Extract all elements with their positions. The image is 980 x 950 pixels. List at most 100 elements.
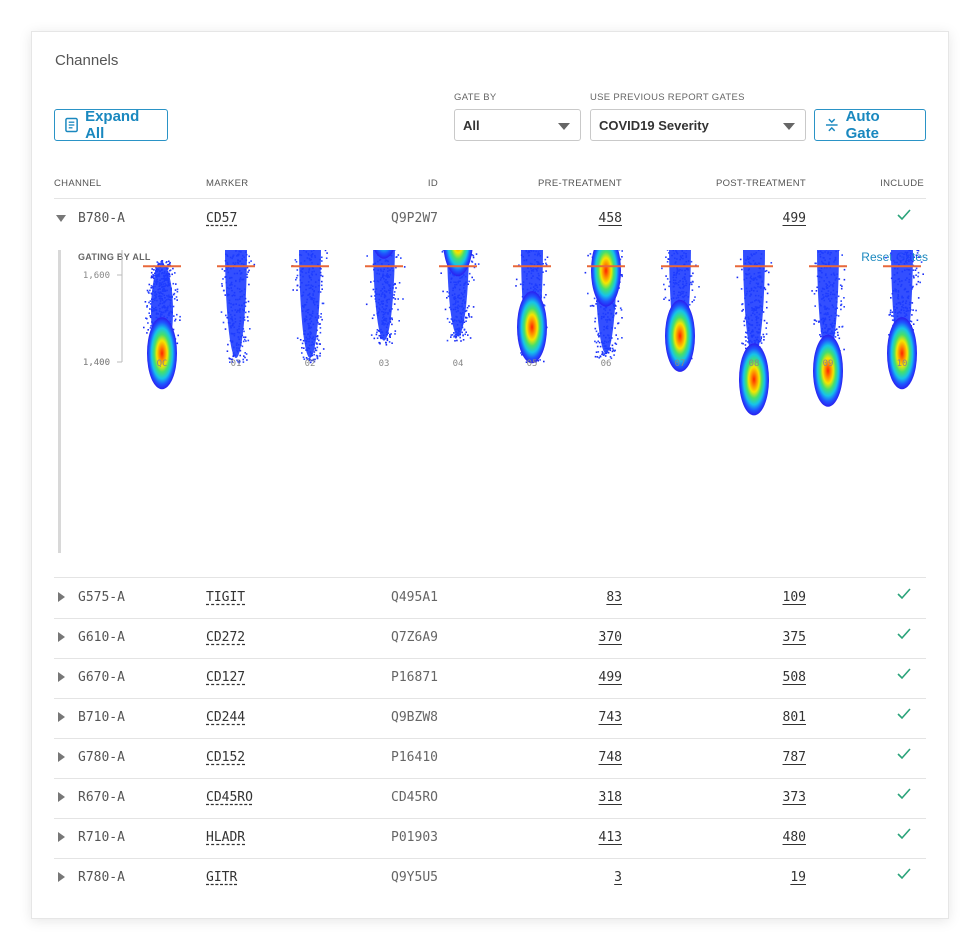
sample-population xyxy=(440,250,480,342)
previous-gates-value: COVID19 Severity xyxy=(599,117,709,133)
check-icon[interactable] xyxy=(897,209,911,221)
gate-by-select[interactable]: All xyxy=(454,109,581,141)
sample-label: 09 xyxy=(823,359,834,369)
pre-treatment-cell[interactable]: 413 xyxy=(598,830,622,845)
expand-icon[interactable] xyxy=(58,712,65,722)
channel-cell: G670-A xyxy=(78,670,125,685)
table-row[interactable]: G780-A CD152 P16410 748 787 xyxy=(54,738,926,778)
expand-icon[interactable] xyxy=(58,872,65,882)
sample-label: 06 xyxy=(601,359,612,369)
y-tick-label: 1,600 xyxy=(83,271,110,281)
post-treatment-cell[interactable]: 373 xyxy=(782,790,806,805)
sample-label: 04 xyxy=(453,359,464,369)
auto-gate-label: Auto Gate xyxy=(845,108,880,142)
document-icon xyxy=(65,117,78,133)
pre-treatment-cell[interactable]: 748 xyxy=(598,750,622,765)
table-row[interactable]: R780-A GITR Q9Y5U5 3 19 xyxy=(54,858,926,898)
previous-gates-select[interactable]: COVID19 Severity xyxy=(590,109,806,141)
check-icon[interactable] xyxy=(897,788,911,800)
check-icon[interactable] xyxy=(897,748,911,760)
pre-treatment-cell[interactable]: 499 xyxy=(598,670,622,685)
header-pre-treatment: PRE-TREATMENT xyxy=(538,178,622,189)
id-cell: P16871 xyxy=(391,670,438,685)
channel-cell: R670-A xyxy=(78,790,125,805)
expand-icon[interactable] xyxy=(58,672,65,682)
y-tick-label: 1,400 xyxy=(83,358,110,368)
check-icon[interactable] xyxy=(897,668,911,680)
marker-cell[interactable]: TIGIT xyxy=(206,590,246,605)
sample-population xyxy=(365,250,406,346)
sample-population xyxy=(661,250,700,372)
marker-cell[interactable]: GITR xyxy=(206,870,238,885)
pre-treatment-cell[interactable]: 370 xyxy=(598,630,622,645)
check-icon[interactable] xyxy=(897,588,911,600)
header-include: INCLUDE xyxy=(880,178,924,189)
expand-icon[interactable] xyxy=(58,792,65,802)
post-treatment-cell[interactable]: 480 xyxy=(782,830,806,845)
table-row[interactable]: B710-A CD244 Q9BZW8 743 801 xyxy=(54,698,926,738)
table-row[interactable]: G610-A CD272 Q7Z6A9 370 375 xyxy=(54,618,926,658)
expand-icon[interactable] xyxy=(58,832,65,842)
marker-cell[interactable]: CD244 xyxy=(206,710,246,725)
gate-by-value: All xyxy=(463,117,480,133)
marker-cell[interactable]: CD57 xyxy=(206,211,238,226)
channel-cell: G780-A xyxy=(78,750,125,765)
check-icon[interactable] xyxy=(897,708,911,720)
id-cell: Q9Y5U5 xyxy=(391,870,438,885)
post-treatment-cell[interactable]: 499 xyxy=(782,211,806,226)
header-channel: CHANNEL xyxy=(54,178,102,189)
channel-cell: G610-A xyxy=(78,630,125,645)
post-treatment-cell[interactable]: 801 xyxy=(782,710,806,725)
id-cell: CD45RO xyxy=(391,790,438,805)
collapse-icon[interactable] xyxy=(56,215,66,222)
channel-cell: G575-A xyxy=(78,590,125,605)
sample-label: QC xyxy=(157,359,168,369)
auto-gate-button[interactable]: Auto Gate xyxy=(814,108,926,142)
sample-population xyxy=(143,260,181,390)
check-icon[interactable] xyxy=(897,628,911,640)
pre-treatment-cell[interactable]: 83 xyxy=(606,590,622,605)
header-id: ID xyxy=(427,178,438,189)
post-treatment-cell[interactable]: 109 xyxy=(782,590,806,605)
expand-icon[interactable] xyxy=(58,752,65,762)
check-icon[interactable] xyxy=(897,828,911,840)
expand-all-button[interactable]: Expand All xyxy=(54,108,168,142)
expand-icon[interactable] xyxy=(58,632,65,642)
id-cell: P01903 xyxy=(391,830,438,845)
gating-plot[interactable]: 2,0001,8001,6001,4001,4001550QC155001155… xyxy=(58,250,928,555)
pre-treatment-cell[interactable]: 743 xyxy=(598,710,622,725)
id-cell: Q495A1 xyxy=(391,590,438,605)
expand-icon[interactable] xyxy=(58,592,65,602)
pre-treatment-cell[interactable]: 318 xyxy=(598,790,622,805)
sample-population xyxy=(584,250,623,360)
id-cell: Q7Z6A9 xyxy=(391,630,438,645)
header-marker: MARKER xyxy=(206,178,249,189)
id-cell: Q9P2W7 xyxy=(391,211,438,226)
marker-cell[interactable]: CD152 xyxy=(206,750,246,765)
post-treatment-cell[interactable]: 508 xyxy=(782,670,806,685)
post-treatment-cell[interactable]: 787 xyxy=(782,750,806,765)
check-icon[interactable] xyxy=(897,868,911,880)
post-treatment-cell[interactable]: 375 xyxy=(782,630,806,645)
marker-cell[interactable]: CD127 xyxy=(206,670,246,685)
sample-label: 08 xyxy=(749,359,760,369)
marker-cell[interactable]: CD272 xyxy=(206,630,246,645)
pre-treatment-cell[interactable]: 458 xyxy=(598,211,622,226)
post-treatment-cell[interactable]: 19 xyxy=(790,870,806,885)
channel-cell: R710-A xyxy=(78,830,125,845)
sample-label: 03 xyxy=(379,359,390,369)
sample-label: 02 xyxy=(305,359,316,369)
table-row[interactable]: G575-A TIGIT Q495A1 83 109 xyxy=(54,578,926,618)
table-row[interactable]: R710-A HLADR P01903 413 480 xyxy=(54,818,926,858)
chevron-down-icon xyxy=(783,123,795,130)
id-cell: Q9BZW8 xyxy=(391,710,438,725)
marker-cell[interactable]: CD45RO xyxy=(206,790,253,805)
header-post-treatment: POST-TREATMENT xyxy=(715,178,806,189)
id-cell: P16410 xyxy=(391,750,438,765)
table-row[interactable]: B780-A CD57 Q9P2W7 458 499 xyxy=(54,199,926,239)
marker-cell[interactable]: HLADR xyxy=(206,830,246,845)
pre-treatment-cell[interactable]: 3 xyxy=(614,870,622,885)
split-icon xyxy=(825,118,838,132)
table-row[interactable]: R670-A CD45RO CD45RO 318 373 xyxy=(54,778,926,818)
table-row[interactable]: G670-A CD127 P16871 499 508 xyxy=(54,658,926,698)
